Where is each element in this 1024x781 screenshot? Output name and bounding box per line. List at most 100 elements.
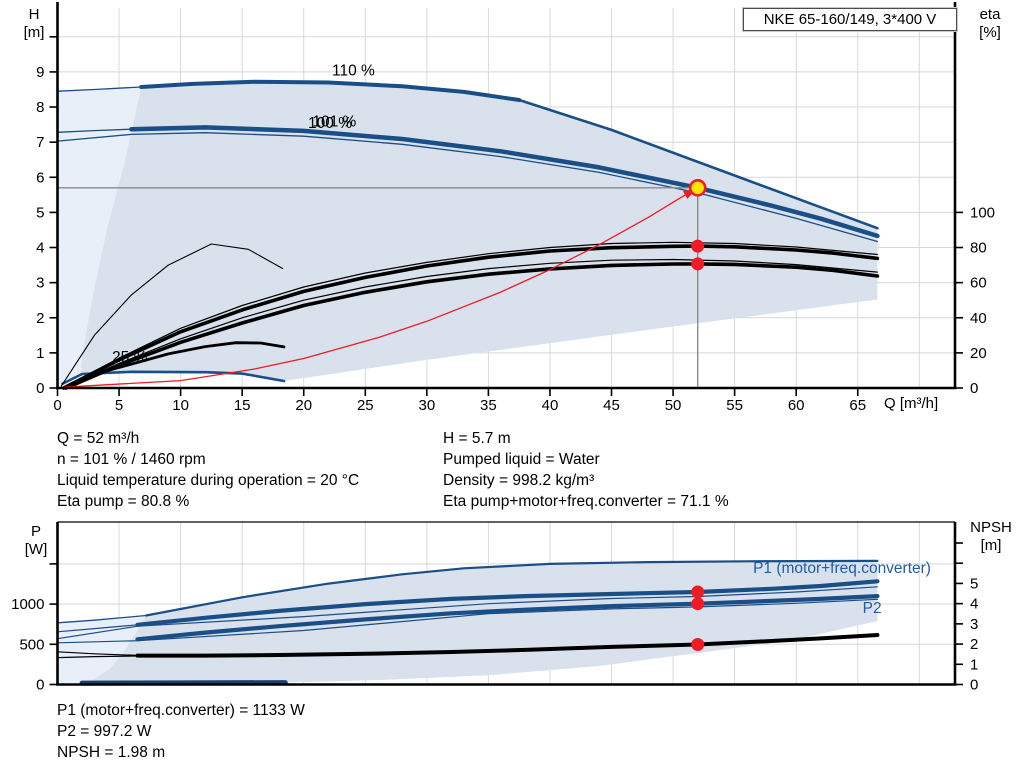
tick-label: 8: [36, 99, 44, 116]
pump-title: NKE 65-160/149, 3*400 V: [763, 11, 937, 28]
info-npsh: NPSH = 1.98 m: [57, 744, 166, 761]
max-flow-boundary: [517, 98, 879, 230]
curve-25-black: [100, 341, 286, 374]
tick-label: 2: [36, 310, 44, 327]
system-curve: [60, 187, 698, 388]
p2-100-thin: [56, 598, 879, 644]
p1-curve: [135, 579, 880, 627]
tick-label: 4: [970, 596, 978, 613]
pump-title-box: NKE 65-160/149, 3*400 V: [742, 7, 958, 32]
h-axis-title-line1: H: [28, 6, 40, 23]
info-p2: P2 = 997.2 W: [57, 723, 152, 740]
tick-label: 40: [970, 310, 987, 327]
npsh-axis-title-line1: NPSH: [970, 519, 1012, 536]
tick-label: 100: [970, 204, 995, 221]
eta-total-dot: [691, 257, 705, 271]
eta-axis-title-line2: [%]: [979, 24, 1001, 41]
tick-label: 1000: [11, 596, 44, 613]
p2-curve: [135, 593, 880, 642]
tick-label: 0: [970, 677, 978, 694]
tick-label: 40: [542, 397, 559, 414]
eta-total-thin: [64, 258, 879, 389]
tick-label: 60: [788, 397, 805, 414]
eta-pump-thin: [61, 241, 879, 389]
curve-110: [139, 79, 522, 102]
curve-label: 110 %: [332, 62, 375, 79]
npsh-axis-title: NPSH [m]: [960, 519, 1022, 555]
info-q: Q = 52 m³/h: [57, 430, 140, 447]
curve-label: P1 (motor+freq.converter): [753, 560, 931, 577]
tick-label: 500: [19, 636, 44, 653]
tick-label: 6: [36, 169, 44, 186]
tick-label: 65: [849, 397, 866, 414]
info-p1: P1 (motor+freq.converter) = 1133 W: [57, 702, 305, 719]
range-below-min-flow: [57, 615, 147, 684]
curve-label: 100 %: [308, 115, 352, 132]
eta-pump-curve: [61, 244, 880, 390]
tick-label: 15: [234, 397, 251, 414]
tick-label: 1: [970, 656, 978, 673]
npsh-axis-title-line2: [m]: [980, 537, 1002, 554]
tick-label: 25: [357, 397, 374, 414]
tick-label: 3: [970, 616, 978, 633]
eta-axis-title-line1: eta: [979, 6, 1001, 23]
p2-dot: [691, 597, 705, 611]
tick-label: 0: [53, 397, 61, 414]
operating-range-envelope: [80, 81, 878, 382]
duty-info-right: H = 5.7 m Pumped liquid = Water Density …: [443, 428, 729, 512]
duty-point: [688, 179, 707, 197]
tick-label: 1: [36, 345, 44, 362]
info-eta-total: Eta pump+motor+freq.converter = 71.1 %: [443, 493, 729, 510]
npsh-dot: [691, 637, 705, 651]
curve-101-thin: [56, 128, 133, 133]
curve-101-duty: [129, 125, 880, 239]
npsh-thin-b: [56, 655, 139, 659]
curve-label: 25 %: [112, 349, 148, 366]
p1-100-thin: [56, 586, 879, 640]
curve-25: [61, 370, 286, 386]
curve-100-thin: [56, 132, 879, 243]
tick-label: 0: [36, 677, 44, 694]
tick-label: 35: [480, 397, 497, 414]
tick-label: 3: [36, 275, 44, 292]
npsh-thin-a: [56, 651, 139, 657]
power-info: P1 (motor+freq.converter) = 1133 W P2 = …: [57, 700, 305, 763]
tick-label: 0: [970, 380, 978, 397]
p-axis-title: P [W]: [16, 523, 56, 559]
h-axis-title-line2: [m]: [23, 24, 45, 41]
tick-label: 2: [970, 636, 978, 653]
p1-110-thin: [56, 614, 147, 624]
p-axis-title-line2: [W]: [24, 541, 48, 558]
h-axis-title: H [m]: [14, 6, 54, 42]
tick-label: 60: [970, 275, 987, 292]
p1-thin-left: [56, 624, 139, 633]
eta-curve-25-speed: [60, 243, 284, 387]
info-speed: n = 101 % / 1460 rpm: [57, 451, 206, 468]
tick-label: 7: [36, 134, 44, 151]
tick-label: 10: [172, 397, 189, 414]
tick-label: 5: [36, 204, 44, 221]
tick-label: 4: [36, 240, 44, 257]
eta-pump-dot: [691, 239, 705, 253]
tick-label: 20: [295, 397, 312, 414]
tick-label: 0: [36, 380, 44, 397]
p-axis-title-line1: P: [30, 523, 41, 540]
q-axis-title: Q [m³/h]: [884, 395, 939, 412]
power-chart: 0 500 1000 0 1 2 3 4 5 P1 (motor+freq.converter) P…: [11, 521, 978, 694]
info-density: Density = 998.2 kg/m³: [443, 472, 595, 489]
info-eta-pump: Eta pump = 80.8 %: [57, 493, 190, 510]
tick-label: 50: [665, 397, 682, 414]
curve-label: P2: [863, 600, 882, 617]
p1-dot: [691, 585, 705, 599]
tick-label: 55: [726, 397, 743, 414]
tick-label: 45: [603, 397, 620, 414]
curve-110-thin: [56, 86, 142, 92]
info-liquid-temperature: Liquid temperature during operation = 20…: [57, 472, 360, 489]
tick-label: 9: [36, 64, 44, 81]
p1-max-boundary: [145, 559, 879, 617]
range-below-min-flow: [57, 87, 142, 386]
tick-label: 5: [115, 397, 123, 414]
